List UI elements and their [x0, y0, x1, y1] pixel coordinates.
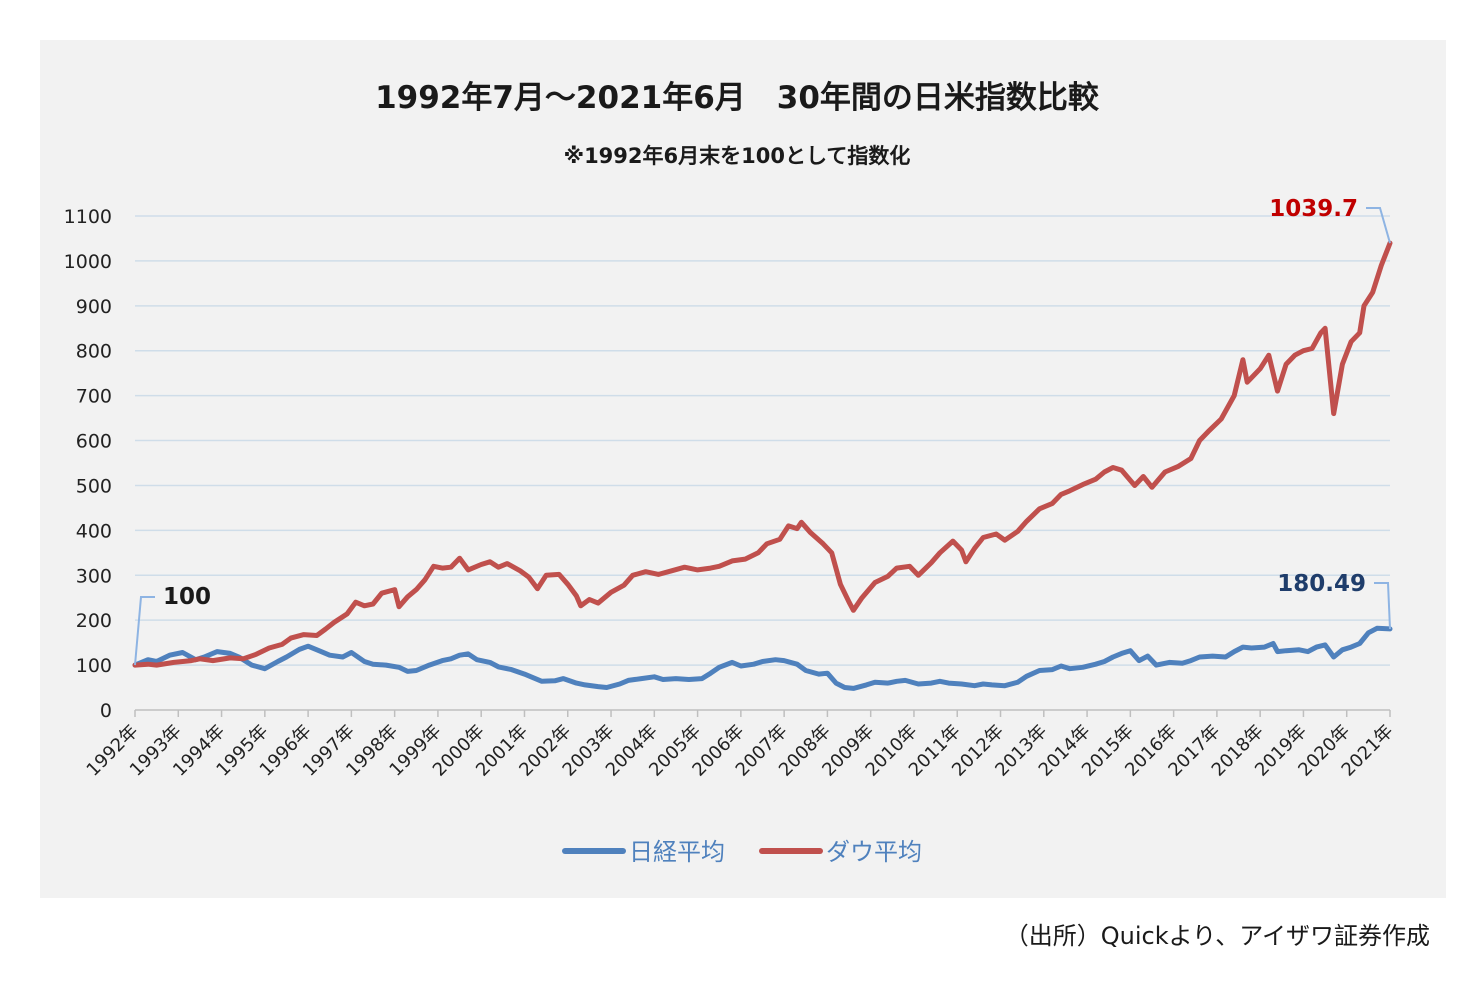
- y-tick-label: 0: [100, 700, 112, 722]
- y-tick-label: 1100: [64, 206, 112, 228]
- y-tick-label: 1000: [64, 251, 112, 273]
- y-tick-label: 800: [76, 341, 112, 363]
- axes: 0100200300400500600700800900100011001992…: [64, 206, 1398, 781]
- y-tick-label: 500: [76, 475, 112, 497]
- y-tick-label: 300: [76, 565, 112, 587]
- legend: 日経平均 ダウ平均: [562, 838, 922, 866]
- y-tick-label: 700: [76, 386, 112, 408]
- y-tick-label: 100: [76, 655, 112, 677]
- y-tick-label: 900: [76, 296, 112, 318]
- series-line-dow: [132, 240, 1393, 668]
- y-tick-label: 200: [76, 610, 112, 632]
- annotation-leader: [1366, 207, 1391, 244]
- series-line-nikkei: [132, 625, 1393, 691]
- y-tick-label: 400: [76, 520, 112, 542]
- annotation-nikkei-end: 180.49: [1277, 571, 1366, 597]
- grid-lines: [135, 215, 1390, 666]
- annotation-dow-end: 1039.7: [1269, 196, 1358, 222]
- series-lines: [132, 240, 1393, 691]
- legend-label-dow: ダウ平均: [826, 838, 922, 866]
- source-note: （出所）Quickより、アイザワ証券作成: [1004, 922, 1430, 950]
- legend-label-nikkei: 日経平均: [629, 838, 725, 866]
- chart-title: 1992年7月～2021年6月 30年間の日米指数比較: [375, 80, 1099, 116]
- annotation-leader: [1374, 582, 1391, 629]
- annotation-leader: [134, 596, 155, 666]
- annotation-start-value: 100: [163, 584, 211, 610]
- annotations: 100 1039.7 180.49: [134, 196, 1391, 666]
- chart-subtitle: ※1992年6月末を100として指数化: [563, 144, 911, 168]
- chart-panel: [40, 40, 1446, 898]
- y-tick-label: 600: [76, 431, 112, 453]
